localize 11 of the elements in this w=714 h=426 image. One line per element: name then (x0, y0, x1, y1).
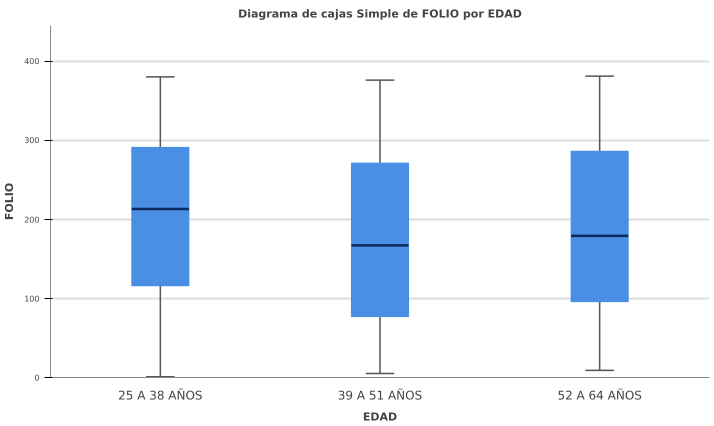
y-tick-label: 400 (24, 57, 40, 66)
y-tick-label: 300 (24, 136, 40, 146)
x-tick-label: 39 A 51 AÑOS (338, 388, 422, 402)
y-tick-label: 200 (24, 215, 40, 224)
y-axis-title: FOLIO (3, 182, 16, 220)
y-tick-label: 100 (24, 294, 40, 304)
chart-title: Diagrama de cajas Simple de FOLIO por EDAD (238, 8, 522, 20)
x-axis-title: EDAD (362, 410, 398, 424)
x-tick-label: 52 A 64 AÑOS (557, 388, 642, 402)
y-tick-label: 0 (34, 374, 40, 382)
x-tick-label: 25 A 38 AÑOS (118, 388, 203, 402)
